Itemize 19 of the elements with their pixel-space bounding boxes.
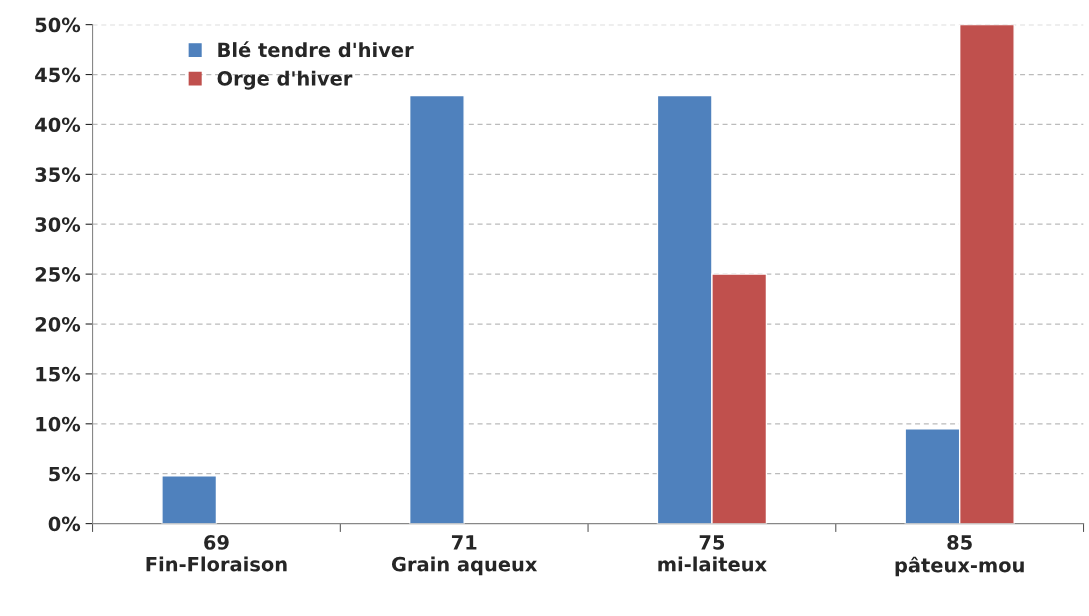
y-tick-label: 10% xyxy=(36,416,81,432)
y-tick-label: 50% xyxy=(35,17,81,33)
y-tick-label: 35% xyxy=(35,167,81,182)
legend-label: Orge d'hiver xyxy=(217,70,353,90)
y-tick-label: 15% xyxy=(36,366,81,382)
y-tick-label: 40% xyxy=(35,117,81,133)
x-tick-label: 69 Fin-Floraison xyxy=(146,535,287,572)
x-tick-label: 75 mi-laiteux xyxy=(658,535,767,572)
y-tick-label: 20% xyxy=(35,316,81,332)
y-tick-label: 30% xyxy=(35,217,81,232)
y-tick-label: 45% xyxy=(35,67,81,83)
x-tick-label: 85 pâteux-mou xyxy=(895,535,1024,577)
x-tick-label: 71 Grain aqueux xyxy=(391,535,538,576)
legend-label: Blé tendre d'hiver xyxy=(218,41,414,58)
bar xyxy=(161,475,218,524)
y-tick-label: 5% xyxy=(49,466,81,482)
y-tick-label: 25% xyxy=(35,267,81,282)
y-tick-label: 0% xyxy=(48,516,81,532)
bar xyxy=(408,94,465,524)
